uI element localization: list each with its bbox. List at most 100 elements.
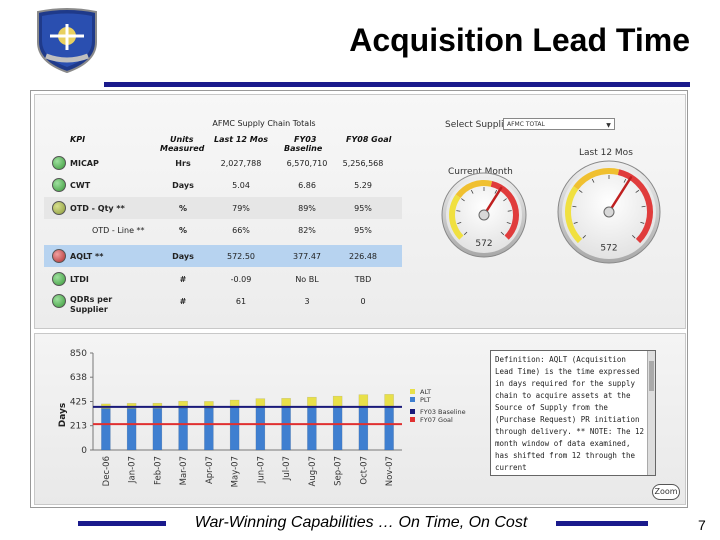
fy08-value: 0 <box>360 296 366 306</box>
kpi-row-qdrs[interactable]: QDRs per Supplier # 61 3 0 <box>44 290 402 316</box>
x-tick-label: Jan-07 <box>128 456 138 484</box>
header-fy03-line2: Baseline <box>284 144 323 153</box>
gauge-last-12-mos: 572 <box>557 160 661 264</box>
x-tick-label: Sep-07 <box>334 456 344 486</box>
bar-alt <box>126 403 137 409</box>
units-value: Days <box>172 180 194 190</box>
kpi-name: OTD - Line ** <box>92 225 145 235</box>
gauge-hub <box>603 206 615 218</box>
bar-plt <box>255 407 266 451</box>
status-indicator <box>52 272 66 286</box>
footer-tagline: War-Winning Capabilities … On Time, On C… <box>194 514 528 531</box>
kpi-name: AQLT ** <box>70 251 104 261</box>
kpi-row-cwt[interactable]: CWT Days 5.04 6.86 5.29 <box>44 174 402 196</box>
x-tick-label: Nov-07 <box>385 456 395 486</box>
y-tick-label: 638 <box>70 373 87 383</box>
fy03-value: 6,570,710 <box>286 158 328 168</box>
bar-plt <box>101 408 111 451</box>
status-indicator <box>52 201 66 215</box>
aqlt-bar-chart: 0 213 425 638 850 Days Dec-06 Jan-07 Feb-07 Mar-0… <box>58 349 466 487</box>
definition-box[interactable]: Definition: AQLT (Acquisition Lead Time)… <box>490 350 656 476</box>
kpi-name: MICAP <box>70 158 99 168</box>
gauge-hub <box>478 209 490 221</box>
gauge-band <box>455 180 493 198</box>
units-value: % <box>178 203 187 213</box>
kpi-row-otd-line[interactable]: OTD - Line ** % 66% 82% 95% <box>44 219 402 241</box>
y-axis-label: Days <box>58 403 68 428</box>
last12-value: 79% <box>232 203 250 213</box>
bar-alt <box>307 396 317 408</box>
header-last12: Last 12 Mos <box>214 135 269 144</box>
scrollbar-thumb[interactable] <box>649 361 654 391</box>
bar-alt <box>358 394 369 407</box>
x-tick-label: Jun-07 <box>256 456 266 484</box>
title-rule <box>104 82 690 87</box>
footer-rule-right <box>556 521 648 526</box>
gauge-tick <box>573 221 578 224</box>
kpi-row-aqlt[interactable]: AQLT ** Days 572.50 377.47 226.48 <box>44 245 402 267</box>
last12-value: 572.50 <box>227 251 255 261</box>
gauge-tick <box>456 210 461 212</box>
gauge-needle <box>607 176 633 214</box>
gauge-current-month: 572 <box>441 172 527 258</box>
legend-label: ALT <box>420 388 431 396</box>
x-tick-label: Oct-07 <box>359 456 369 485</box>
header-kpi: KPI <box>70 135 86 144</box>
bar-plt <box>384 406 394 451</box>
gauge-tick <box>463 231 468 236</box>
bar-alt <box>384 394 394 407</box>
gauge-tick <box>623 178 627 183</box>
bar-alt <box>178 400 188 409</box>
fy08-value: 95% <box>354 203 372 213</box>
header-fy08: FY08 Goal <box>346 135 392 144</box>
supplier-dropdown[interactable]: AFMC TOTAL ▼ <box>503 118 615 130</box>
gauge-tick <box>591 178 595 183</box>
gauges-layer: 572 572 <box>441 160 661 264</box>
fy03-value: No BL <box>295 274 319 284</box>
x-tick-label: Mar-07 <box>179 456 189 485</box>
fy08-value: TBD <box>354 274 372 284</box>
status-indicator <box>52 249 66 263</box>
last12-value: -0.09 <box>230 274 252 284</box>
definition-text: Definition: AQLT (Acquisition Lead Time)… <box>495 355 645 472</box>
units-value: Hrs <box>175 158 191 168</box>
x-tick-label: Apr-07 <box>205 456 215 484</box>
definition-scrollbar[interactable] <box>647 351 655 475</box>
afmc-shield-logo <box>32 6 102 74</box>
fy03-value: 6.86 <box>298 180 316 190</box>
kpi-row-micap[interactable]: MICAP Hrs 2,027,788 6,570,710 5,256,568 <box>44 152 402 174</box>
last12-value: 5.04 <box>232 180 250 190</box>
gauge-tick <box>457 222 462 225</box>
kpi-row-ltdi[interactable]: LTDI # -0.09 No BL TBD <box>44 268 402 290</box>
x-tick-label: Aug-07 <box>308 456 318 486</box>
units-value: % <box>178 225 187 235</box>
bar-alt <box>152 402 163 409</box>
gauge-band <box>617 169 653 244</box>
gauge-tick <box>632 235 636 239</box>
last12-value: 66% <box>232 225 250 235</box>
kpi-name: OTD - Qty ** <box>70 203 125 213</box>
fy03-value: 82% <box>298 225 316 235</box>
legend-swatch <box>410 409 415 414</box>
kpi-name: LTDI <box>70 274 89 284</box>
slide-title: Acquisition Lead Time <box>349 22 690 58</box>
bar-plt <box>178 407 188 451</box>
legend-swatch <box>410 397 415 402</box>
gauge-tick <box>640 221 645 224</box>
gauge-tick <box>500 231 505 236</box>
last12-value: 61 <box>235 296 247 306</box>
bar-plt <box>281 406 291 451</box>
select-supplier-label: Select Supplier <box>445 120 513 130</box>
gauge-tick <box>470 189 474 194</box>
supplier-dropdown-value: AFMC TOTAL <box>507 121 545 128</box>
gauge-band <box>490 180 519 240</box>
gauge-value: 572 <box>600 244 617 254</box>
zoom-button[interactable]: Zoom <box>652 484 680 500</box>
kpi-row-otd-qty[interactable]: OTD - Qty ** % 79% 89% 95% <box>44 197 402 219</box>
bar-alt <box>281 398 291 408</box>
bar-plt <box>358 406 369 451</box>
x-tick-label: May-07 <box>231 456 241 487</box>
gauge-band <box>573 168 620 190</box>
header-units-line1: Units <box>170 135 194 144</box>
